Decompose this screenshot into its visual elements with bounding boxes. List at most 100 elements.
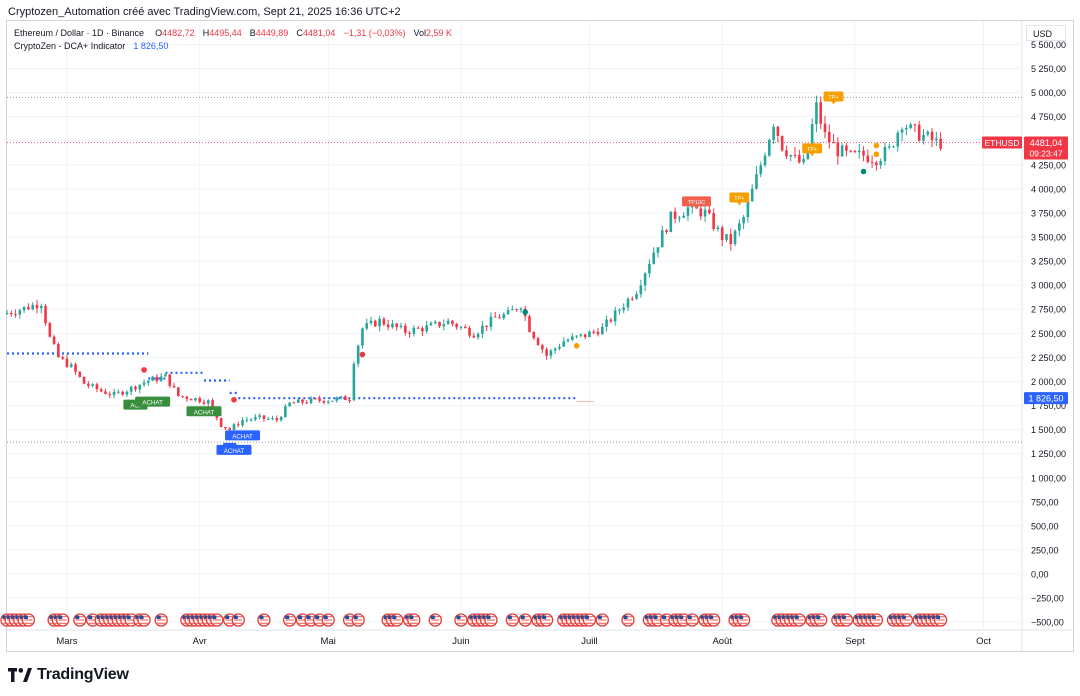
us-flag-canton: [567, 615, 572, 619]
candle-body: [481, 325, 484, 334]
candle-body: [905, 128, 908, 130]
us-flag-canton: [859, 615, 864, 619]
us-flag-canton: [49, 615, 54, 619]
us-flag-canton: [790, 615, 795, 619]
indicator-price-badge: [1024, 392, 1068, 405]
signal-dot: [873, 151, 880, 158]
us-flag-canton: [597, 615, 602, 619]
candle-body: [588, 331, 591, 338]
price-tick-label: 0,00: [1031, 570, 1049, 580]
candle-body: [52, 336, 56, 344]
tradingview-logo[interactable]: TradingView: [8, 664, 129, 686]
candle-body: [241, 419, 244, 426]
candle-body: [562, 341, 566, 347]
candle-body: [254, 416, 257, 420]
candle-body: [129, 386, 133, 392]
us-flag-canton: [936, 615, 941, 619]
candle-body: [639, 285, 643, 295]
candle-body: [331, 400, 334, 402]
us-flag-canton: [109, 615, 114, 619]
candle-body: [301, 399, 304, 403]
us-flag-canton: [704, 615, 709, 619]
candle-body: [755, 174, 758, 189]
candle-body: [498, 317, 501, 319]
candle-body: [48, 323, 52, 337]
indicator-name[interactable]: CryptoZen - DCA+ Indicator: [14, 41, 126, 51]
candle-body: [326, 401, 330, 403]
signal-dot: [141, 367, 147, 373]
candle-body: [57, 343, 60, 358]
candle-body: [78, 371, 82, 377]
us-flag-canton: [662, 615, 667, 619]
tp-signal-pointer: [831, 101, 836, 105]
candle-body: [596, 331, 600, 335]
us-flag-canton: [520, 615, 525, 619]
candle-body: [339, 396, 343, 398]
price-tick-label: 3 000,00: [1031, 281, 1066, 291]
us-flag-canton: [674, 615, 679, 619]
candle-body: [322, 400, 326, 403]
us-flag-canton: [208, 615, 213, 619]
candle-body: [571, 336, 574, 340]
candle-body: [660, 230, 664, 248]
candle-body: [502, 314, 506, 319]
candle-body: [511, 309, 514, 311]
candle-body: [913, 124, 917, 126]
price-tick-label: 5 500,00: [1031, 40, 1066, 50]
us-flag-canton: [101, 615, 106, 619]
candle-body: [789, 155, 793, 157]
tp-signal-label: TP+: [734, 196, 744, 202]
us-flag-canton: [58, 615, 63, 619]
buy-signal-badge: [225, 430, 261, 441]
candle-body: [365, 323, 369, 329]
candle-body: [682, 215, 685, 218]
candle-body: [69, 364, 73, 367]
candle-body: [361, 328, 364, 346]
candle-body: [296, 399, 300, 403]
us-flag-canton: [285, 615, 290, 619]
candle-body: [909, 124, 912, 129]
symbol-label[interactable]: Ethereum / Dollar · 1D · Binance: [14, 28, 145, 38]
time-axis-label: Avr: [193, 636, 207, 647]
us-flag-canton: [833, 615, 838, 619]
us-flag-canton: [923, 615, 928, 619]
candle-body: [35, 304, 39, 309]
us-flag-canton: [576, 615, 581, 619]
us-flag-canton: [323, 615, 328, 619]
candle-body: [177, 387, 180, 396]
candle-body: [870, 162, 874, 164]
signal-dot: [873, 142, 880, 149]
candle-body: [613, 310, 617, 322]
tp-signal-badge: [682, 196, 712, 207]
candle-body: [708, 209, 711, 214]
time-axis-label: Sept: [845, 636, 865, 647]
tp-signal-badge: [802, 143, 823, 154]
candle-body: [459, 326, 463, 328]
price-tick-label: −250,00: [1031, 594, 1064, 604]
currency-selector[interactable]: USD: [1026, 25, 1066, 41]
us-flag-canton: [542, 615, 547, 619]
candle-body: [112, 392, 116, 396]
candle-body: [699, 208, 703, 217]
candle-body: [536, 338, 540, 346]
candle-body: [485, 325, 488, 327]
us-flag-canton: [781, 615, 786, 619]
candle-body: [648, 263, 651, 274]
candle-body: [108, 394, 112, 396]
us-flag-canton: [225, 615, 230, 619]
candle-body: [840, 145, 844, 157]
us-flag-canton: [931, 615, 936, 619]
candle-body: [678, 217, 681, 219]
candle-body: [318, 398, 321, 401]
candle-body: [22, 306, 26, 311]
us-flag-canton: [786, 615, 791, 619]
candle-body: [746, 201, 750, 217]
candle-body: [245, 419, 249, 421]
candle-body: [729, 234, 733, 244]
candle-body: [74, 364, 77, 372]
price-tick-label: 500,00: [1031, 521, 1059, 531]
candle-body: [292, 402, 296, 404]
price-tick-label: 2 250,00: [1031, 353, 1066, 363]
us-flag-canton: [649, 615, 654, 619]
